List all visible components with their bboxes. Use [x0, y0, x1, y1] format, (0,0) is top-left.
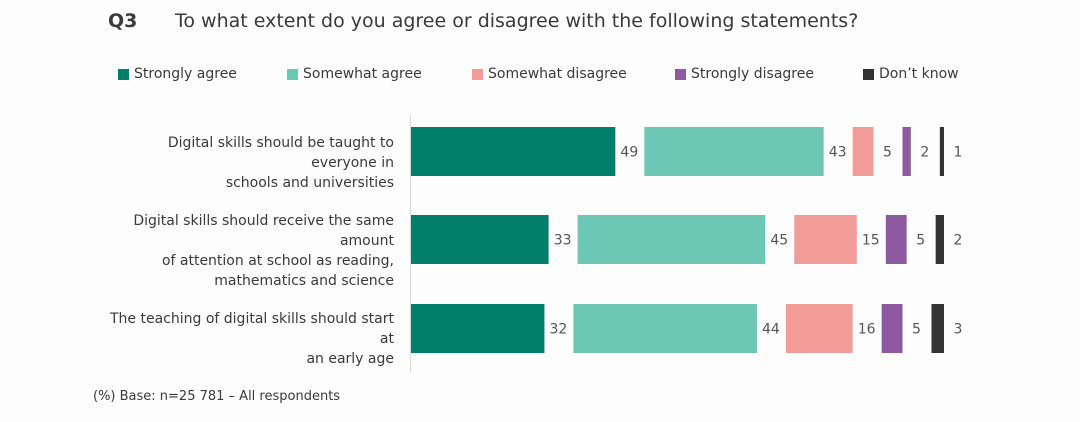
value-label-don-t-know-row-1: 1 [954, 145, 963, 161]
base-note: (%) Base: n=25 781 – All respondents [93, 389, 341, 404]
legend-swatch-somewhat-disagree [472, 68, 483, 80]
bar-strongly-agree-row-1 [411, 127, 616, 176]
legend-item-somewhat-agree: Somewhat agree [287, 65, 422, 83]
bar-don-t-know-row-3 [931, 304, 944, 353]
value-label-somewhat-disagree-row-3: 16 [858, 322, 876, 338]
bar-strongly-disagree-row-1 [902, 127, 911, 176]
legend-swatch-dont-know [863, 68, 874, 80]
legend-label-strongly-agree: Strongly agree [134, 66, 237, 82]
value-label-strongly-agree-row-1: 49 [620, 145, 638, 161]
legend-label-dont-know: Don’t know [879, 66, 959, 82]
value-label-somewhat-agree-row-1: 43 [829, 145, 847, 161]
value-label-somewhat-agree-row-3: 44 [762, 322, 780, 338]
value-label-don-t-know-row-3: 3 [954, 322, 963, 338]
legend-item-strongly-disagree: Strongly disagree [675, 65, 814, 83]
bar-strongly-agree-row-2 [411, 215, 549, 264]
row-label-2: Digital skills should receive the same a… [104, 211, 394, 291]
row-label-1-line-1: Digital skills should be taught to every… [167, 135, 394, 171]
question-id: Q3 [108, 10, 138, 32]
value-label-strongly-disagree-row-3: 5 [912, 322, 921, 338]
legend-item-dont-know: Don’t know [863, 65, 959, 83]
value-label-somewhat-disagree-row-2: 15 [862, 233, 880, 249]
bar-somewhat-disagree-row-1 [852, 127, 874, 176]
value-label-don-t-know-row-2: 2 [954, 233, 963, 249]
bar-strongly-disagree-row-2 [885, 215, 907, 264]
bar-somewhat-disagree-row-2 [794, 215, 857, 264]
bar-somewhat-agree-row-1 [644, 127, 824, 176]
question-text: To what extent do you agree or disagree … [175, 10, 859, 32]
bar-strongly-disagree-row-3 [881, 304, 903, 353]
value-label-strongly-disagree-row-2: 5 [916, 233, 925, 249]
legend-swatch-strongly-disagree [675, 68, 686, 80]
legend-label-somewhat-disagree: Somewhat disagree [488, 66, 627, 82]
value-label-strongly-agree-row-2: 33 [554, 233, 572, 249]
row-label-2-line-2: of attention at school as reading, [161, 253, 394, 269]
value-label-strongly-agree-row-3: 32 [550, 322, 568, 338]
legend-item-strongly-agree: Strongly agree [118, 65, 237, 83]
row-label-2-line-3: mathematics and science [214, 273, 394, 289]
value-label-somewhat-agree-row-2: 45 [770, 233, 788, 249]
row-label-1-line-2: schools and universities [225, 175, 394, 191]
legend-label-somewhat-agree: Somewhat agree [303, 66, 422, 82]
bar-somewhat-agree-row-3 [573, 304, 757, 353]
row-label-3: The teaching of digital skills should st… [104, 309, 394, 369]
legend-swatch-somewhat-agree [287, 68, 298, 80]
bar-don-t-know-row-1 [939, 127, 944, 176]
legend-item-somewhat-disagree: Somewhat disagree [472, 65, 627, 83]
value-label-somewhat-disagree-row-1: 5 [883, 145, 892, 161]
bar-somewhat-agree-row-2 [577, 215, 766, 264]
legend-label-strongly-disagree: Strongly disagree [691, 66, 814, 82]
value-label-strongly-disagree-row-1: 2 [920, 145, 929, 161]
row-label-3-line-2: an early age [306, 351, 394, 367]
bar-somewhat-disagree-row-3 [785, 304, 853, 353]
legend-swatch-strongly-agree [118, 68, 129, 80]
row-label-2-line-1: Digital skills should receive the same a… [133, 213, 394, 249]
row-label-3-line-1: The teaching of digital skills should st… [110, 311, 394, 347]
bar-strongly-agree-row-3 [411, 304, 545, 353]
row-label-1: Digital skills should be taught to every… [104, 133, 394, 193]
bar-don-t-know-row-2 [935, 215, 944, 264]
